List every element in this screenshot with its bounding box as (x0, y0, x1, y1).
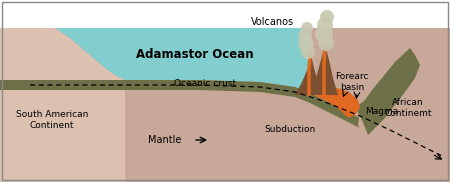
Text: Magma: Magma (365, 108, 399, 116)
Bar (0, 0, 450, 30)
Polygon shape (310, 88, 360, 118)
Polygon shape (358, 28, 450, 182)
Text: Oceanic crust: Oceanic crust (174, 78, 236, 88)
Polygon shape (0, 80, 125, 90)
Polygon shape (310, 45, 338, 95)
Text: South American
Continent: South American Continent (16, 110, 88, 130)
Polygon shape (125, 80, 450, 182)
Text: Volcanos: Volcanos (251, 17, 293, 27)
Polygon shape (355, 48, 420, 135)
Bar (0, 0, 450, 28)
Circle shape (301, 45, 315, 59)
Circle shape (298, 36, 314, 52)
Text: Forearc
basin: Forearc basin (335, 72, 369, 92)
Circle shape (317, 17, 333, 33)
Text: Adamastor Ocean: Adamastor Ocean (136, 48, 254, 62)
Polygon shape (0, 28, 310, 93)
Text: Subduction: Subduction (265, 126, 315, 134)
Circle shape (301, 22, 313, 34)
Polygon shape (295, 55, 323, 95)
Text: African
Continemt: African Continemt (384, 98, 432, 118)
Text: Mantle: Mantle (148, 135, 181, 145)
Circle shape (298, 29, 312, 43)
Circle shape (318, 35, 334, 51)
Polygon shape (0, 28, 125, 182)
Circle shape (315, 25, 333, 43)
Circle shape (320, 10, 334, 24)
